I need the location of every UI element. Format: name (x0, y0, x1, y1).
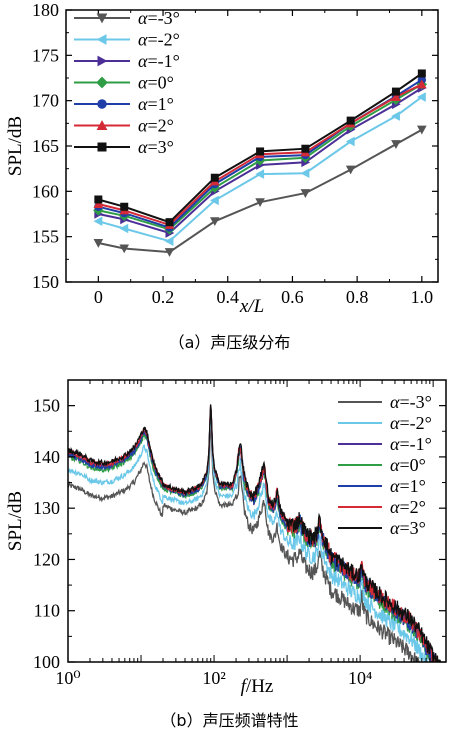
data-point-a=3 (94, 195, 103, 204)
data-point-a=-2 (119, 223, 129, 234)
y-tick-label-b: 140 (33, 447, 60, 467)
x-tick-label-a: 0.4 (216, 287, 239, 307)
data-point-a=2 (391, 92, 401, 102)
legend-label-a=2: α=2° (138, 116, 174, 136)
data-point-a=-2 (300, 168, 310, 178)
chart-b: 100 110 120 130 140 150 10⁰ 10² 10⁴ f/Hz SPL/dB α=-… (5, 379, 447, 697)
data-point-a=-2 (391, 111, 400, 121)
spectra-b (68, 404, 441, 662)
legend-marker-a=3 (97, 142, 107, 152)
x-axis-label-b: f/Hz (241, 676, 274, 697)
data-point-a=-2 (164, 236, 174, 246)
x-tick-label-a: 0.2 (152, 287, 175, 307)
data-point-a=-3 (391, 140, 401, 149)
data-point-a=3 (417, 69, 426, 78)
data-point-a=-3 (93, 239, 104, 248)
spectrum-line-a=3 (68, 404, 441, 662)
data-point-a=-3 (119, 244, 130, 254)
legend-marker-a=1 (97, 99, 107, 109)
legend-label-a=-2: α=-2° (138, 30, 180, 50)
caption-a: （a）声压级分布 (168, 333, 291, 352)
legend-label-b-a=0: α=0° (390, 455, 426, 475)
legend-label-a=0: α=0° (138, 73, 174, 93)
data-point-a=3 (391, 87, 400, 96)
plot-frame-b (67, 379, 447, 663)
data-point-a=-2 (93, 216, 103, 227)
y-tick-label-a: 165 (32, 136, 59, 156)
data-point-a=-3 (210, 217, 220, 227)
y-tick-label-b: 120 (33, 549, 60, 569)
data-point-a=-3 (255, 198, 265, 208)
spectrum-line-a=-3 (68, 426, 420, 662)
data-point-a=-3 (417, 125, 427, 135)
legend-label-a=-1: α=-1° (138, 51, 180, 71)
legend-label-a=-3: α=-3° (138, 8, 180, 28)
legend-label-b-a=3: α=3° (390, 518, 426, 538)
data-point-a=3 (256, 147, 265, 156)
caption-b: （b）声压频谱特性 (160, 711, 299, 730)
y-tick-label-a: 150 (32, 272, 59, 292)
y-tick-label-b: 110 (34, 601, 60, 621)
data-point-a=3 (210, 173, 219, 182)
y-tick-label-a: 155 (32, 227, 59, 247)
data-point-a=3 (165, 218, 174, 227)
legend-label-a=1: α=1° (138, 94, 174, 114)
legend-label-b-a=2: α=2° (390, 497, 426, 517)
data-point-a=3 (120, 202, 129, 211)
legend-label-b-a=-2: α=-2° (390, 413, 432, 433)
legend-label-b-a=1: α=1° (390, 476, 426, 496)
legend-label-a=3: α=3° (138, 137, 174, 157)
legend-marker-a=-3 (96, 13, 108, 24)
data-point-a=-2 (255, 169, 265, 179)
x-tick-label-a: 1.0 (411, 287, 434, 307)
data-point-a=-2 (210, 195, 219, 206)
legend-marker-a=2 (96, 120, 108, 130)
legend-marker-a=0 (96, 76, 108, 89)
y-tick-label-b: 150 (33, 396, 60, 416)
y-tick-label-a: 170 (32, 91, 59, 111)
y-tick-label-b: 130 (33, 498, 60, 518)
data-point-a=-3 (164, 248, 175, 257)
chart-a: 150 155 160 165 170 175 180 0 0.2 0.4 0.6 0.8 1.0 x/L… (5, 0, 439, 317)
x-axis-label-a: x/L (239, 296, 264, 317)
x-tick-label-b: 10² (202, 668, 225, 688)
legend-marker-a=-1 (97, 55, 108, 67)
y-tick-label-b: 100 (33, 652, 60, 672)
y-axis-label-a: SPL/dB (5, 116, 26, 176)
y-tick-label-a: 180 (32, 0, 59, 20)
x-tick-label-a: 0 (94, 287, 103, 307)
legend-label-b-a=-3: α=-3° (390, 392, 432, 412)
data-point-a=3 (301, 144, 310, 153)
data-point-a=3 (346, 116, 355, 125)
y-tick-label-a: 160 (32, 181, 59, 201)
legend-label-b-a=-1: α=-1° (390, 434, 432, 454)
x-tick-label-b: 10⁴ (348, 668, 372, 688)
data-point-a=-3 (300, 189, 311, 198)
y-tick-label-a: 175 (32, 45, 59, 65)
data-point-a=2 (417, 79, 427, 89)
data-point-a=2 (93, 199, 104, 209)
x-tick-label-b: 10⁰ (55, 668, 80, 688)
legend-marker-a=-2 (96, 34, 107, 45)
x-tick-label-a: 0.8 (346, 287, 369, 307)
x-tick-label-a: 0.6 (281, 287, 304, 307)
y-axis-label-b: SPL/dB (5, 491, 26, 551)
data-point-a=-3 (345, 165, 356, 175)
data-point-a=-2 (345, 136, 355, 147)
data-point-a=-2 (417, 92, 426, 102)
